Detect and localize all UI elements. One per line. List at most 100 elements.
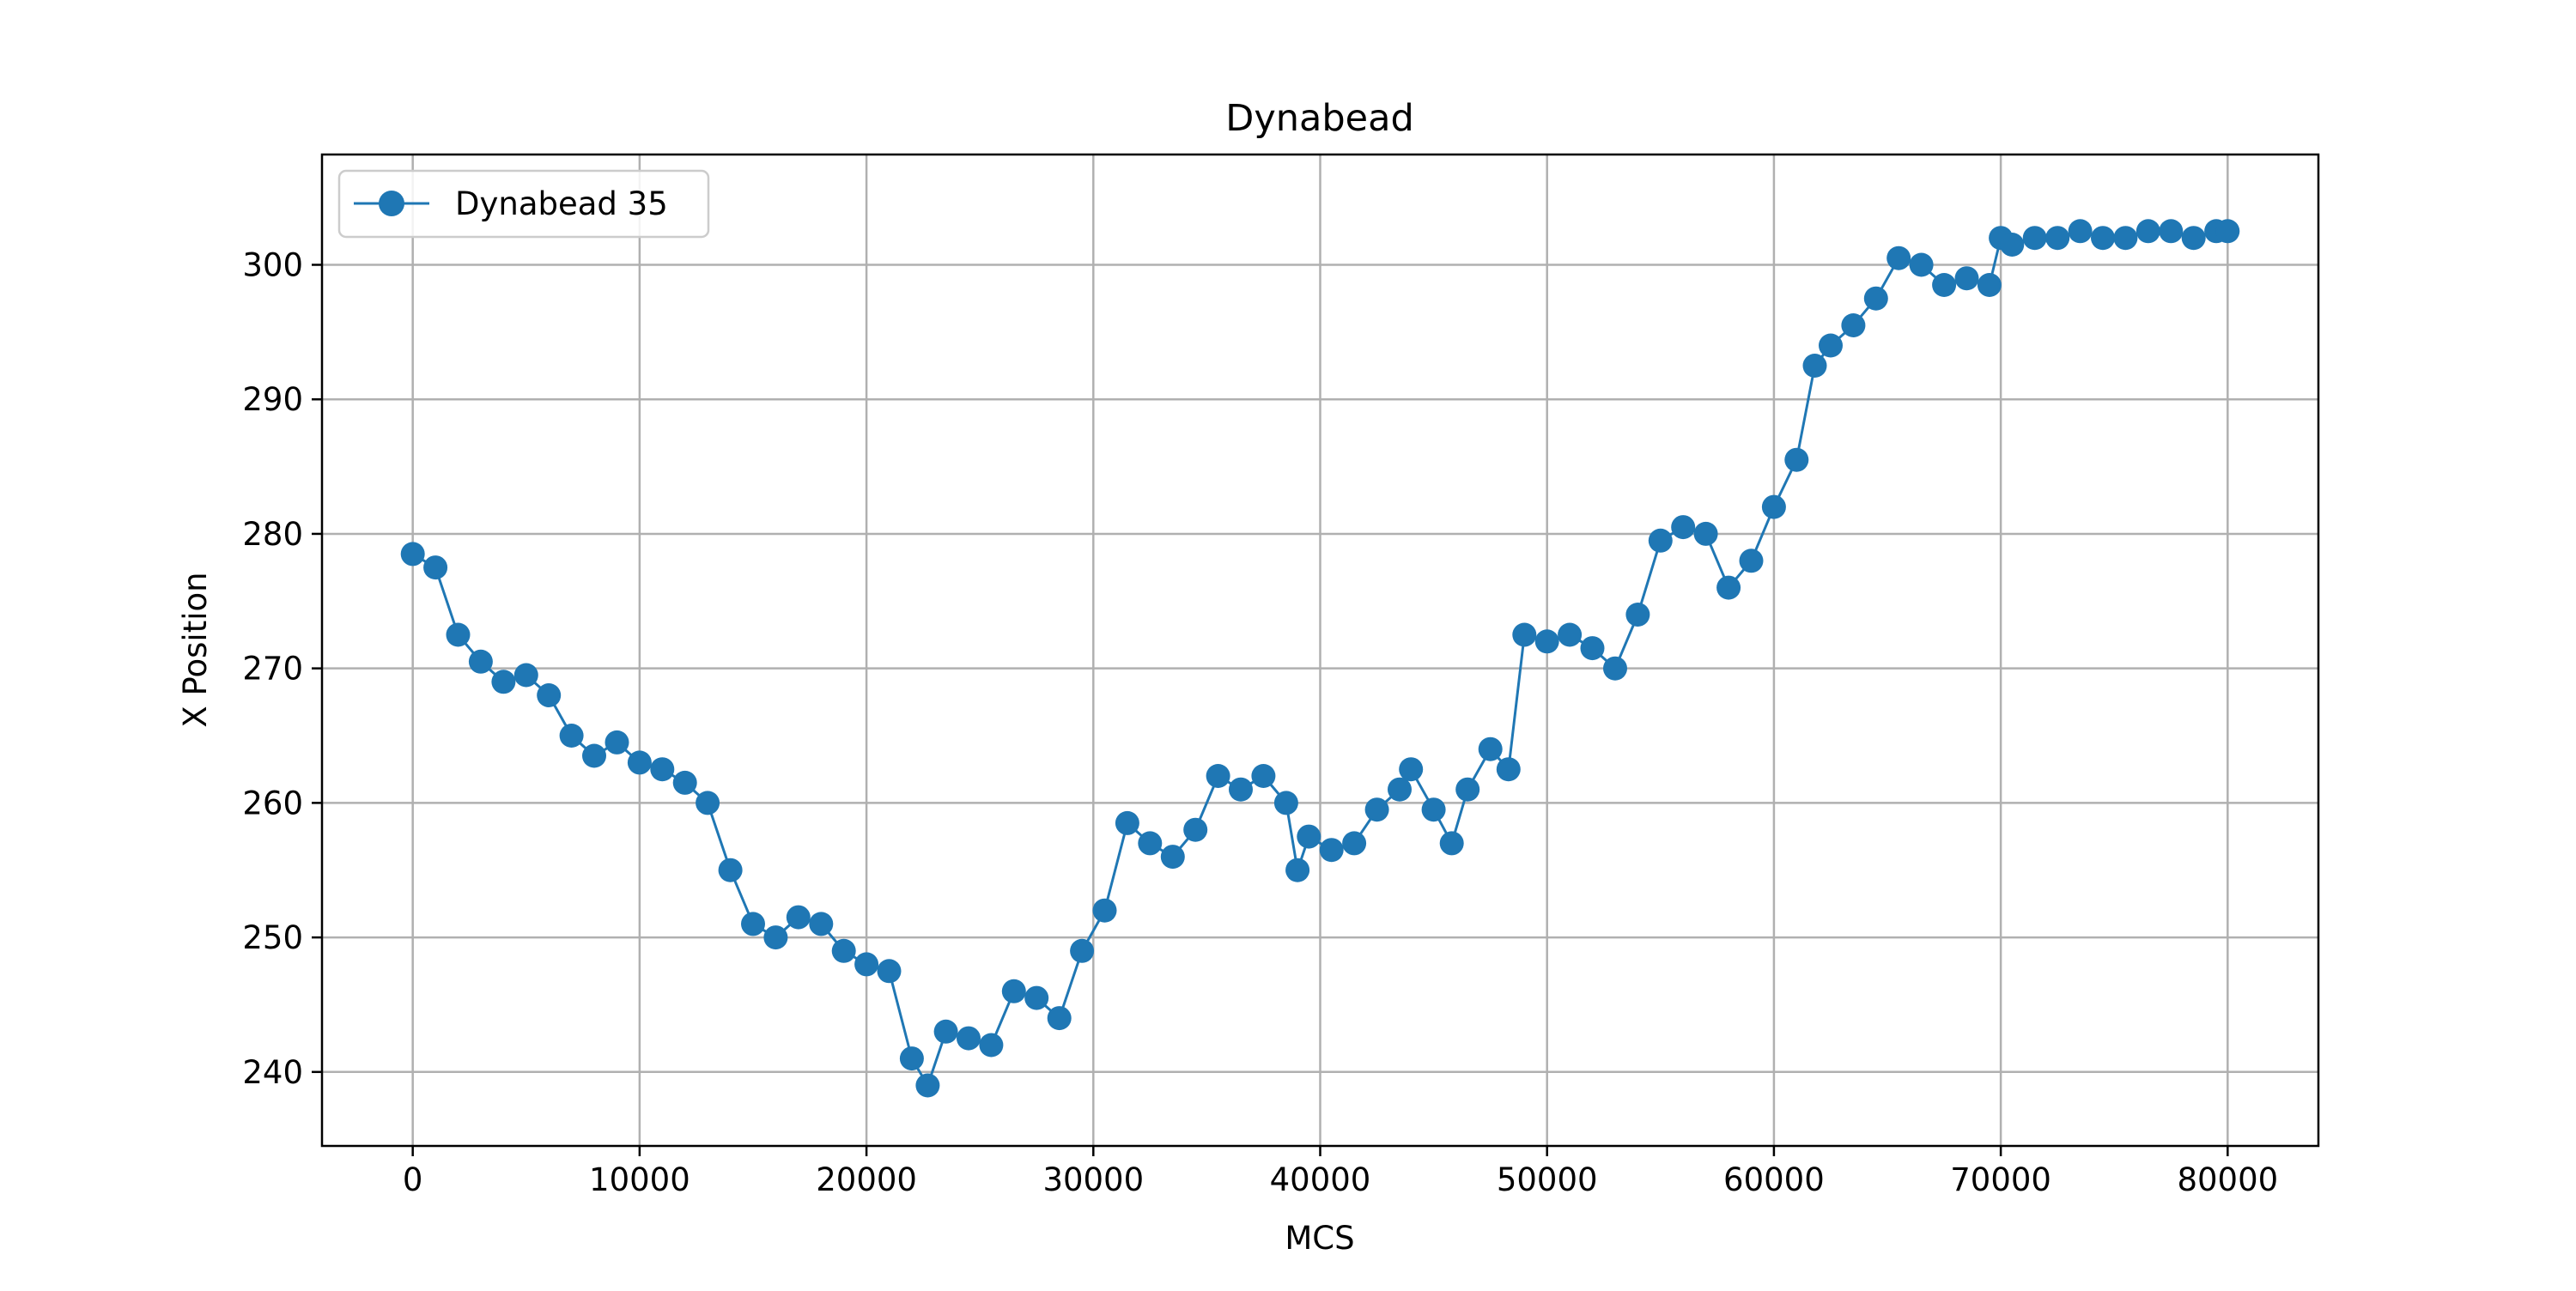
data-point	[2091, 226, 2115, 251]
data-point	[1319, 838, 1344, 863]
data-point	[1138, 831, 1163, 856]
data-point	[446, 622, 471, 647]
data-point	[2136, 219, 2160, 244]
chart-title: Dynabead	[1225, 97, 1414, 140]
data-point	[809, 912, 834, 936]
data-point	[468, 649, 493, 674]
data-point	[1342, 831, 1367, 856]
data-point	[718, 858, 743, 882]
data-point	[2068, 219, 2093, 244]
y-tick-label: 290	[242, 381, 303, 418]
y-tick-label: 260	[242, 785, 303, 821]
data-point	[582, 743, 606, 768]
data-point	[1819, 333, 1843, 358]
data-point	[1297, 824, 1321, 849]
legend-marker-swatch	[379, 191, 404, 216]
data-point	[1439, 831, 1464, 856]
y-tick-label: 240	[242, 1054, 303, 1091]
data-point	[1388, 777, 1412, 802]
legend: Dynabead 35	[337, 169, 710, 239]
data-point	[1954, 266, 1979, 291]
data-point	[1909, 252, 1934, 277]
data-point	[1761, 494, 1786, 519]
data-point	[1932, 273, 1957, 297]
y-axis-label: X Position	[177, 572, 214, 727]
data-point	[1739, 549, 1764, 573]
data-point	[1977, 273, 2002, 297]
data-point	[786, 905, 811, 930]
data-point	[423, 555, 448, 580]
data-point	[1802, 354, 1827, 378]
data-point	[1784, 447, 1809, 472]
data-point	[1206, 764, 1230, 788]
data-point	[1625, 603, 1650, 627]
data-point	[1421, 797, 1446, 822]
x-tick-label: 50000	[1497, 1161, 1598, 1198]
data-point	[1841, 313, 1866, 337]
x-tick-label: 30000	[1042, 1161, 1144, 1198]
data-point	[1496, 757, 1521, 782]
x-tick-label: 20000	[816, 1161, 917, 1198]
data-point	[2000, 233, 2025, 257]
data-point	[1716, 575, 1741, 600]
data-point	[1024, 985, 1049, 1010]
data-point	[1603, 656, 1627, 681]
grid	[322, 155, 2318, 1146]
data-point	[1001, 979, 1026, 1003]
data-point	[1273, 791, 1298, 815]
data-point	[1160, 845, 1185, 870]
legend-label: Dynabead 35	[455, 185, 668, 222]
data-point	[1285, 858, 1310, 882]
series-layer	[400, 219, 2240, 1098]
data-point	[1183, 817, 1208, 842]
data-point	[605, 730, 629, 755]
data-point	[1115, 810, 1139, 835]
data-point	[763, 925, 788, 950]
data-point	[2159, 219, 2184, 244]
y-tick-label: 280	[242, 516, 303, 553]
data-point	[933, 1019, 958, 1044]
data-point	[979, 1033, 1004, 1058]
data-point	[537, 683, 562, 707]
data-point	[1455, 777, 1480, 802]
data-point	[513, 663, 538, 688]
data-point	[1886, 245, 1911, 270]
data-point	[1558, 622, 1583, 647]
data-point	[1092, 898, 1117, 923]
data-point	[1534, 629, 1559, 654]
data-point	[877, 959, 902, 984]
x-axis-label: MCS	[1285, 1220, 1354, 1257]
x-tick-label: 10000	[589, 1161, 690, 1198]
data-point	[741, 912, 765, 936]
x-tick-label: 70000	[1950, 1161, 2051, 1198]
data-point	[1070, 938, 1095, 963]
data-point	[1229, 777, 1253, 802]
data-point	[1693, 521, 1718, 546]
data-point	[696, 791, 720, 815]
data-point	[899, 1046, 924, 1071]
data-point	[1671, 515, 1696, 540]
data-point	[1648, 528, 1673, 553]
data-point	[1478, 736, 1503, 761]
x-tick-label: 0	[403, 1161, 423, 1198]
data-point	[831, 938, 856, 963]
data-point	[915, 1073, 940, 1098]
data-point	[491, 670, 516, 694]
ticks: 0 10000 20000 30000 40000 50000 60000 70000 8000…	[242, 247, 2278, 1198]
data-point	[672, 770, 697, 795]
data-point	[627, 750, 652, 775]
y-tick-label: 250	[242, 919, 303, 956]
data-point	[2113, 226, 2138, 251]
data-point	[2022, 226, 2047, 251]
data-point	[1580, 636, 1605, 661]
legend-box	[337, 169, 710, 239]
data-point	[650, 757, 675, 782]
data-point	[1251, 764, 1276, 788]
data-point	[1399, 757, 1424, 782]
data-point	[1364, 797, 1389, 822]
data-point	[1863, 286, 1888, 311]
data-point	[1512, 622, 1537, 647]
data-point	[400, 542, 425, 567]
